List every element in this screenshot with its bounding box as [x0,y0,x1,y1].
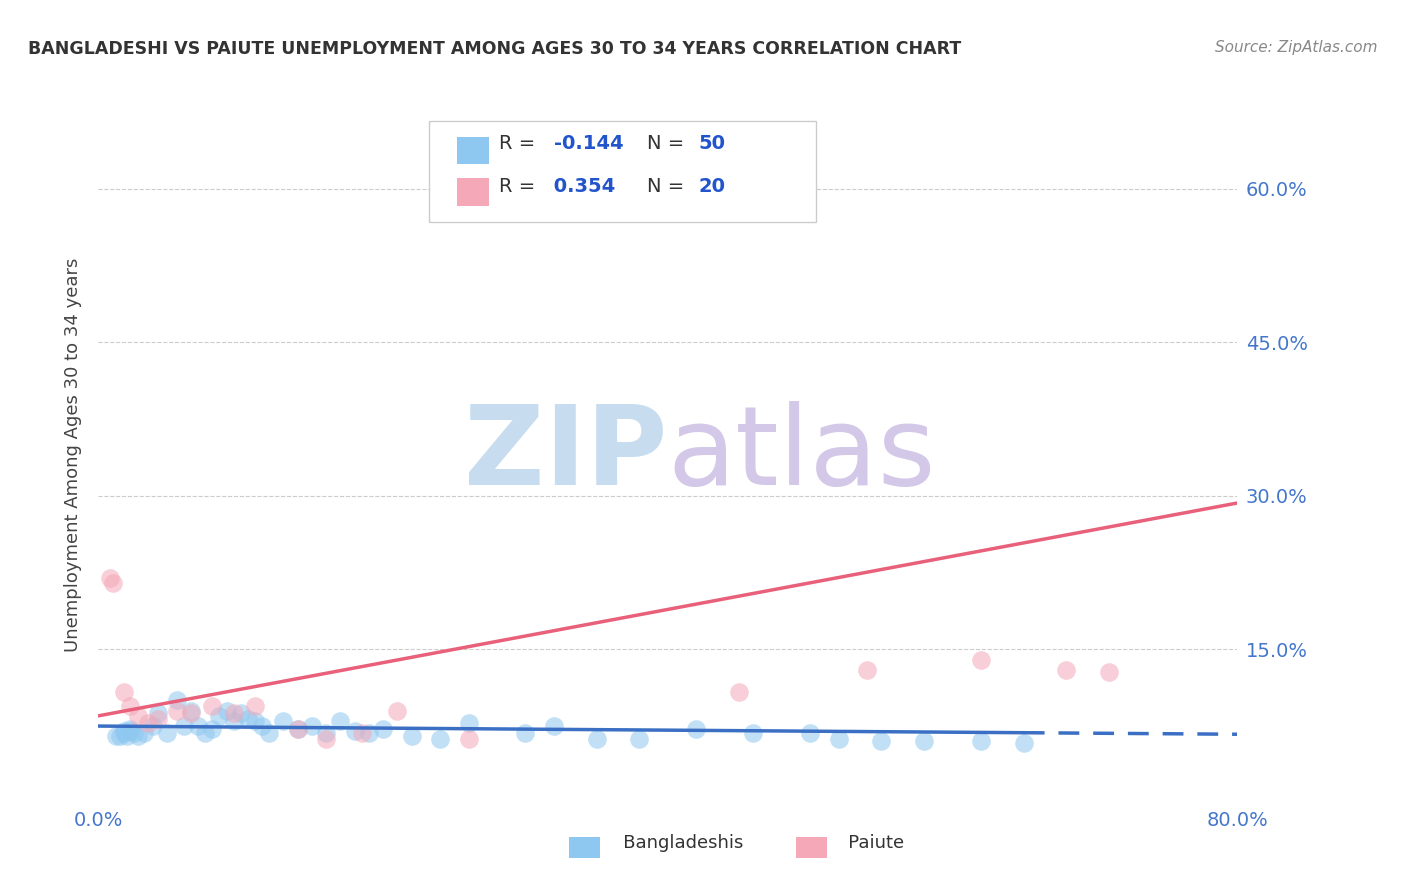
Point [287,722,309,736]
Point [828,732,851,747]
Point [98,571,121,585]
Point [101,575,124,590]
Text: 20: 20 [699,177,725,195]
Point [287,722,309,736]
Text: R =: R = [499,134,541,153]
Point [387,704,409,718]
Point [112,685,135,699]
Point [742,726,765,740]
Point [132,726,155,740]
Point [127,708,149,723]
FancyBboxPatch shape [457,178,489,206]
Text: atlas: atlas [668,401,936,508]
Point [236,712,259,726]
Point [118,698,141,713]
Point [208,708,231,723]
Point [628,732,651,747]
Text: N =: N = [647,134,690,153]
Point [870,734,893,748]
Text: -0.144: -0.144 [554,134,624,153]
Point [259,726,281,740]
Point [243,698,266,713]
Text: N =: N = [647,177,690,195]
Point [685,722,707,736]
Point [118,724,141,739]
Text: Bangladeshis: Bangladeshis [583,834,744,852]
FancyBboxPatch shape [429,121,815,222]
Point [187,719,209,733]
Point [329,714,352,728]
Point [529,177,551,191]
Text: Source: ZipAtlas.com: Source: ZipAtlas.com [1215,40,1378,55]
Point [112,726,135,740]
Point [373,722,395,736]
Point [315,726,337,740]
Point [970,734,993,748]
Point [115,729,138,743]
Point [148,712,170,726]
Point [118,722,141,736]
Point [273,714,295,728]
Point [543,719,565,733]
FancyBboxPatch shape [457,136,489,164]
Point [350,726,373,740]
Point [1056,663,1078,677]
Text: 50: 50 [699,134,725,153]
Point [201,698,224,713]
Point [166,704,188,718]
Point [912,734,935,748]
Point [301,719,323,733]
Text: 0.354: 0.354 [547,177,616,195]
Point [222,706,245,720]
Text: R =: R = [499,177,541,195]
Text: ZIP: ZIP [464,401,668,508]
Point [243,714,266,728]
Point [401,729,423,743]
Point [856,663,879,677]
Text: BANGLADESHI VS PAIUTE UNEMPLOYMENT AMONG AGES 30 TO 34 YEARS CORRELATION CHART: BANGLADESHI VS PAIUTE UNEMPLOYMENT AMONG… [28,40,962,58]
Point [166,693,188,707]
Point [148,706,170,720]
Point [136,716,159,731]
Y-axis label: Unemployment Among Ages 30 to 34 years: Unemployment Among Ages 30 to 34 years [65,258,83,652]
Point [156,726,179,740]
Point [515,161,537,176]
Point [229,706,252,720]
Point [1012,736,1035,750]
Point [457,732,479,747]
Point [515,726,537,740]
Point [108,729,131,743]
Point [728,685,751,699]
Point [173,719,195,733]
Point [799,726,821,740]
Point [194,726,217,740]
Point [122,726,145,740]
Point [180,704,202,718]
Point [180,706,202,720]
Point [112,724,135,739]
Point [104,729,127,743]
Point [1098,665,1121,679]
Point [215,704,238,718]
Point [201,722,224,736]
Point [141,719,163,733]
Point [343,724,366,739]
Point [222,714,245,728]
Point [457,716,479,731]
Point [357,726,380,740]
Point [315,732,337,747]
Text: Paiute: Paiute [808,834,904,852]
Point [127,729,149,743]
Point [250,719,273,733]
Point [429,732,451,747]
Point [970,652,993,666]
Point [585,732,607,747]
